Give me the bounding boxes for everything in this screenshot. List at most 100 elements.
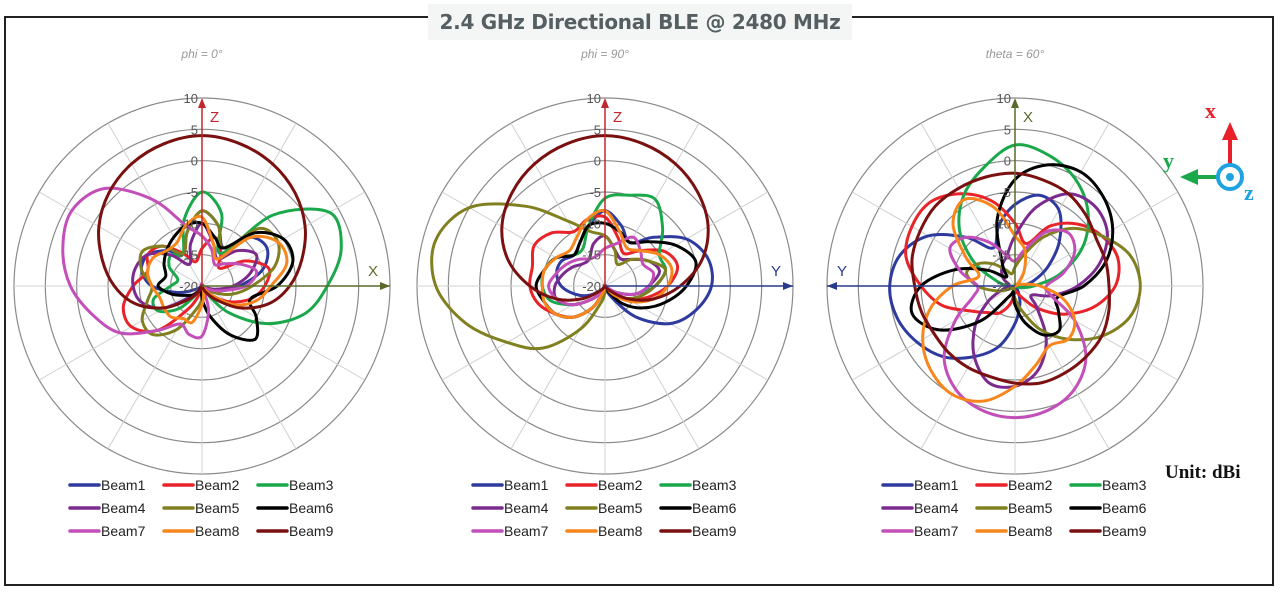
- radial-tick-label: -15: [582, 248, 601, 263]
- radial-tick-label: -20: [992, 279, 1011, 294]
- figure-title: 2.4 GHz Directional BLE @ 2480 MHz: [428, 4, 852, 40]
- legend-label: Beam6: [692, 500, 737, 516]
- coordinate-system-icon: x y z: [1163, 98, 1254, 205]
- legend-item-beam5: Beam5: [975, 500, 1053, 516]
- axis-label-y: Y: [771, 263, 781, 280]
- radial-tick-label: -10: [179, 216, 198, 231]
- legend-item-beam2: Beam2: [565, 477, 643, 493]
- radial-tick-label: 0: [191, 154, 198, 169]
- axis-arrow-x: [380, 282, 390, 290]
- radial-tick-label: 0: [594, 154, 601, 169]
- legend-label: Beam7: [101, 523, 146, 539]
- radial-tick-label: -20: [179, 279, 198, 294]
- legend-label: Beam6: [289, 500, 334, 516]
- legend-label: Beam9: [1102, 523, 1147, 539]
- legend-label: Beam4: [914, 500, 959, 516]
- unit-label: Unit: dBi: [1165, 462, 1241, 483]
- axis-arrow-y: [827, 282, 837, 290]
- legend-item-beam1: Beam1: [471, 477, 549, 493]
- grid-spoke: [920, 122, 1016, 287]
- series-beam7: [61, 186, 259, 340]
- legend-item-beam9: Beam9: [256, 523, 334, 539]
- legend-item-beam5: Beam5: [162, 500, 240, 516]
- legend-label: Beam1: [101, 477, 146, 493]
- legend-item-beam3: Beam3: [1069, 477, 1147, 493]
- plot-subtitle: phi = 90°: [580, 47, 629, 61]
- grid-spoke: [38, 191, 203, 287]
- legend-item-beam6: Beam6: [1069, 500, 1147, 516]
- plot-subtitle: theta = 60°: [986, 47, 1045, 61]
- axis-label-z: Z: [210, 109, 219, 126]
- axis-label-x: X: [1023, 109, 1033, 126]
- legend-label: Beam9: [289, 523, 334, 539]
- legend-item-beam7: Beam7: [471, 523, 549, 539]
- legend-item-beam9: Beam9: [659, 523, 737, 539]
- z-axis-label: z: [1244, 180, 1254, 205]
- radial-tick-label: -5: [589, 185, 601, 200]
- polar-plot-3: theta = 60° X Y 10 5 0 -5 -10 -15 -20 Beam1 Beam2 Be…: [826, 47, 1204, 539]
- legend-item-beam4: Beam4: [68, 500, 146, 516]
- series-beam1: [888, 193, 1063, 360]
- x-arrow-head: [1222, 122, 1238, 140]
- grid-spoke: [107, 285, 203, 450]
- polar-plot-2: phi = 90° Z Y 10 5 0 -5 -10 -15 -20 Beam1 Beam2 Beam…: [416, 47, 794, 539]
- axis-label-x: X: [368, 263, 378, 280]
- legend-label: Beam4: [101, 500, 146, 516]
- z-axis-dot: [1226, 173, 1234, 181]
- axis-arrow-x: [1011, 98, 1019, 108]
- legend-item-beam6: Beam6: [256, 500, 334, 516]
- legend-label: Beam1: [504, 477, 549, 493]
- legend-label: Beam8: [1008, 523, 1053, 539]
- grid-spoke: [201, 285, 297, 450]
- legend-label: Beam3: [692, 477, 737, 493]
- axis-arrow-z: [198, 98, 206, 108]
- legend-item-beam8: Beam8: [162, 523, 240, 539]
- grid-spoke: [510, 285, 606, 450]
- radial-tick-label: -5: [999, 185, 1011, 200]
- legend-label: Beam8: [195, 523, 240, 539]
- axis-label-y: Y: [837, 263, 847, 280]
- series-beam7: [942, 228, 1088, 420]
- grid-spoke: [441, 285, 606, 381]
- legend-label: Beam7: [504, 523, 549, 539]
- grid-spoke: [107, 122, 203, 287]
- series-beam6: [909, 163, 1115, 337]
- series-beam9: [910, 171, 1112, 386]
- legend-item-beam4: Beam4: [881, 500, 959, 516]
- radial-tick-label: -10: [992, 216, 1011, 231]
- legend-item-beam1: Beam1: [68, 477, 146, 493]
- legend-item-beam3: Beam3: [256, 477, 334, 493]
- series-beam5: [430, 202, 668, 351]
- legend-item-beam7: Beam7: [881, 523, 959, 539]
- radial-tick-label: 5: [594, 122, 601, 137]
- radial-tick-label: 10: [184, 91, 198, 106]
- legend-item-beam8: Beam8: [975, 523, 1053, 539]
- legend-item-beam3: Beam3: [659, 477, 737, 493]
- legend-item-beam7: Beam7: [68, 523, 146, 539]
- legend-label: Beam9: [692, 523, 737, 539]
- legend-label: Beam5: [598, 500, 643, 516]
- radial-tick-label: -20: [582, 279, 601, 294]
- legend-label: Beam7: [914, 523, 959, 539]
- y-arrow-head: [1180, 169, 1198, 185]
- polar-plot-1: phi = 0° Z X 10 5 0 -5 -10 -15 -20 Beam1 Beam2 Beam3…: [13, 47, 391, 539]
- grid-spoke: [1014, 285, 1110, 450]
- axis-arrow-y: [783, 282, 793, 290]
- legend-label: Beam2: [1008, 477, 1053, 493]
- legend-label: Beam8: [598, 523, 643, 539]
- radial-tick-label: 5: [191, 122, 198, 137]
- legend-label: Beam1: [914, 477, 959, 493]
- radial-tick-label: 5: [1004, 122, 1011, 137]
- radial-tick-label: -15: [992, 248, 1011, 263]
- legend-label: Beam3: [289, 477, 334, 493]
- legend-label: Beam2: [195, 477, 240, 493]
- legend-label: Beam4: [504, 500, 549, 516]
- radial-tick-label: 10: [997, 91, 1011, 106]
- legend-label: Beam5: [195, 500, 240, 516]
- legend-item-beam8: Beam8: [565, 523, 643, 539]
- legend-item-beam2: Beam2: [162, 477, 240, 493]
- legend-label: Beam3: [1102, 477, 1147, 493]
- grid-spoke: [1014, 122, 1110, 287]
- legend-label: Beam5: [1008, 500, 1053, 516]
